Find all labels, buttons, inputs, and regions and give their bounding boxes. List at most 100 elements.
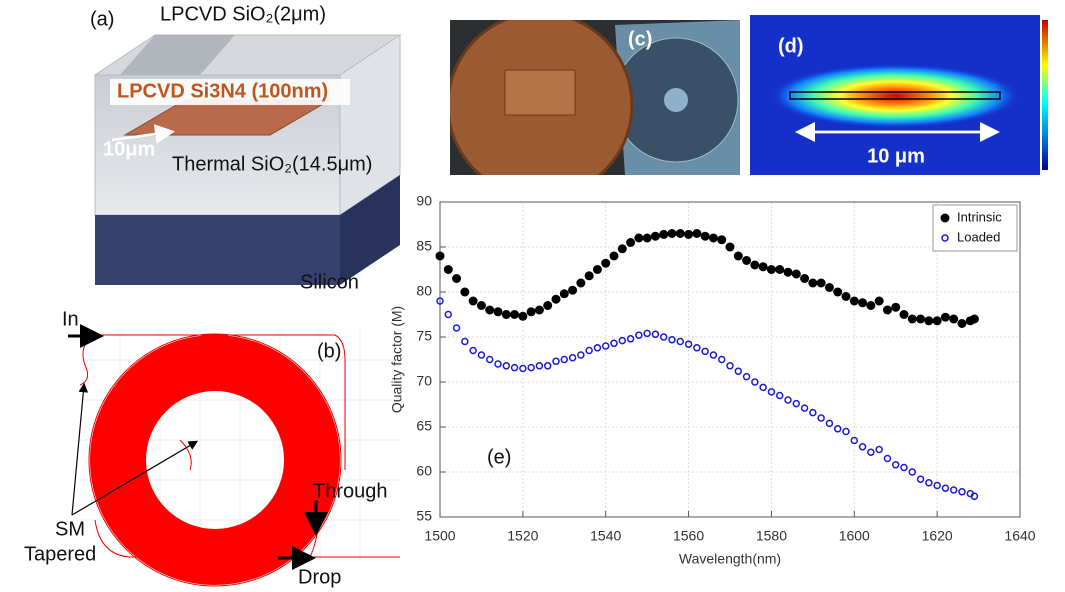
panel-c: (c) (448, 13, 740, 197)
data-point (543, 301, 552, 310)
data-point (775, 265, 784, 274)
legend-label: Intrinsic (957, 209, 1002, 224)
data-point (601, 259, 610, 268)
data-point (800, 274, 809, 283)
data-point (970, 315, 979, 324)
data-point (842, 292, 851, 301)
data-point (908, 315, 917, 324)
data-point (692, 229, 701, 238)
panel-a: (a) LPCVD SiO₂(2μm) LPCVD Si3N4 (100nm) … (90, 3, 400, 293)
data-point (949, 315, 958, 324)
y-tick-label: 80 (416, 283, 432, 299)
data-point (717, 235, 726, 244)
data-point (825, 283, 834, 292)
panel-d: (d) 10 μm (750, 15, 1048, 175)
data-point (485, 306, 494, 315)
data-point (460, 288, 469, 297)
data-point (469, 297, 478, 306)
y-tick-label: 65 (416, 418, 432, 434)
penny-relief (505, 70, 575, 115)
data-point (626, 238, 635, 247)
data-point (900, 310, 909, 319)
data-point (659, 230, 668, 239)
annotation: (e) (487, 446, 511, 468)
data-point (684, 230, 693, 239)
x-tick-label: 1540 (590, 528, 621, 544)
x-tick-label: 1560 (673, 528, 704, 544)
data-point (709, 234, 718, 243)
data-point (891, 303, 900, 312)
x-tick-label: 1580 (756, 528, 787, 544)
data-point (792, 270, 801, 279)
data-point (593, 265, 602, 274)
data-point (833, 288, 842, 297)
panel-label: (a) (90, 8, 114, 30)
x-axis-label: Wavelength(nm) (679, 551, 781, 567)
chip-center (664, 88, 688, 112)
port-label: Through (313, 480, 388, 502)
data-point (444, 265, 453, 274)
data-point (643, 234, 652, 243)
layer-label: LPCVD SiO₂(2μm) (160, 3, 326, 25)
panel-e: 5560657075808590150015201540156015801600… (389, 193, 1036, 567)
data-point (726, 243, 735, 252)
data-point (668, 229, 677, 238)
data-point (941, 313, 950, 322)
core-label: LPCVD Si3N4 (100nm) (117, 80, 328, 102)
cladding-label: Thermal SiO₂(14.5μm) (172, 153, 372, 175)
data-point (916, 315, 925, 324)
data-point (958, 319, 967, 328)
data-point (585, 271, 594, 280)
data-point (634, 234, 643, 243)
data-point (535, 306, 544, 315)
legend-label: Loaded (957, 229, 1000, 244)
panel-label: (c) (628, 28, 652, 50)
y-axis-label: Quality factor (M) (389, 306, 405, 413)
data-point (742, 256, 751, 265)
y-tick-label: 75 (416, 328, 432, 344)
data-point (933, 316, 942, 325)
x-tick-label: 1620 (922, 528, 953, 544)
data-point (759, 262, 768, 271)
figure: (a) LPCVD SiO₂(2μm) LPCVD Si3N4 (100nm) … (0, 0, 1065, 592)
x-tick-label: 1520 (507, 528, 538, 544)
y-tick-label: 70 (416, 373, 432, 389)
data-point (576, 279, 585, 288)
data-point (436, 252, 445, 261)
data-point (477, 301, 486, 310)
data-point (784, 268, 793, 277)
width-label: 10μm (103, 138, 155, 160)
data-point (875, 297, 884, 306)
data-point (552, 295, 561, 304)
data-point (618, 244, 627, 253)
taper-label: Tapered (24, 543, 96, 565)
data-point (701, 232, 710, 241)
panel-label: (d) (778, 35, 804, 57)
y-tick-label: 90 (416, 193, 432, 209)
data-point (808, 279, 817, 288)
scale-label: 10 μm (867, 145, 925, 167)
data-point (568, 286, 577, 295)
data-point (560, 289, 569, 298)
data-point (494, 307, 503, 316)
y-tick-label: 85 (416, 238, 432, 254)
taper-label: SM (55, 518, 85, 540)
data-point (610, 252, 619, 261)
colorbar (1042, 20, 1048, 170)
inner-taper (180, 440, 191, 470)
data-point (750, 261, 759, 270)
panel-label: (b) (317, 340, 341, 362)
data-point (767, 265, 776, 274)
data-point (883, 306, 892, 315)
panel-b: (b) In Through Drop SM Tapered (24, 308, 400, 588)
data-point (924, 316, 933, 325)
data-point (502, 310, 511, 319)
data-point (850, 297, 859, 306)
port-label: Drop (298, 566, 341, 588)
ring (118, 363, 312, 557)
data-point (676, 229, 685, 238)
data-point (866, 301, 875, 310)
data-point (858, 298, 867, 307)
data-point (817, 279, 826, 288)
data-point (527, 307, 536, 316)
